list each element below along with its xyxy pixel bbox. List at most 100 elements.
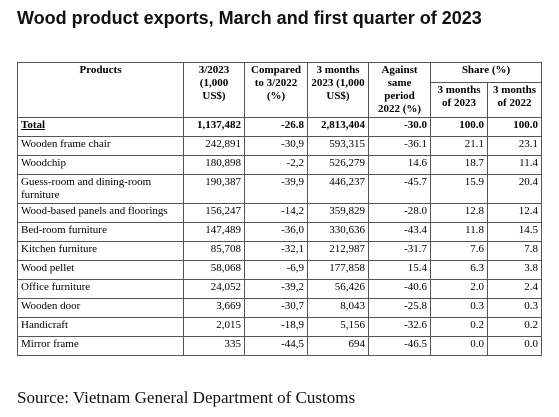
value-cell: 2,015 xyxy=(183,317,245,337)
value-cell: 21.1 xyxy=(430,136,488,156)
value-cell: 5,156 xyxy=(307,317,369,337)
value-cell: 0.0 xyxy=(486,336,543,356)
value-cell: 526,279 xyxy=(307,155,369,175)
product-cell: Bed-room furniture xyxy=(17,222,184,242)
value-cell: 0.2 xyxy=(430,317,488,337)
value-cell: 15.9 xyxy=(430,174,488,204)
value-cell: 20.4 xyxy=(486,174,543,204)
value-cell: -31.7 xyxy=(368,241,431,261)
value-cell: 15.4 xyxy=(368,260,431,280)
product-cell: Woodchip xyxy=(17,155,184,175)
table-row: Mirror frame 335 -44,5 694 -46.5 0.0 0.0 xyxy=(17,336,543,356)
value-cell: 177,858 xyxy=(307,260,369,280)
value-cell: -14,2 xyxy=(244,203,308,223)
value-cell: 593,315 xyxy=(307,136,369,156)
title: Wood product exports, March and first qu… xyxy=(17,8,482,28)
value-cell: 11.4 xyxy=(486,155,543,175)
value-cell: -28.0 xyxy=(368,203,431,223)
table-row: Total 1,137,482 -26.8 2,813,404 -30.0 100.0 10… xyxy=(17,117,543,137)
value-cell: -40.6 xyxy=(368,279,431,299)
value-cell: 156,247 xyxy=(183,203,245,223)
value-cell: 6.3 xyxy=(430,260,488,280)
value-cell: 190,387 xyxy=(183,174,245,204)
value-cell: 58,068 xyxy=(183,260,245,280)
value-cell: 85,708 xyxy=(183,241,245,261)
value-cell: 0.3 xyxy=(430,298,488,318)
header-row: Products 3/2023 (1,000 US$) Compared to 3/… xyxy=(17,62,543,118)
table-body: Total 1,137,482 -26.8 2,813,404 -30.0 100.0 10… xyxy=(17,117,543,356)
value-cell: -32.6 xyxy=(368,317,431,337)
product-cell: Office furniture xyxy=(17,279,184,299)
value-cell: 18.7 xyxy=(430,155,488,175)
header-cell: Products xyxy=(17,62,184,118)
value-cell: -39,2 xyxy=(244,279,308,299)
value-cell: -39,9 xyxy=(244,174,308,204)
value-cell: 0.2 xyxy=(486,317,543,337)
value-cell: -30,7 xyxy=(244,298,308,318)
value-cell: 212,987 xyxy=(307,241,369,261)
table-row: Wood pellet 58,068 -6,9 177,858 15.4 6.3 3.8 xyxy=(17,260,543,280)
header-cell: 3 months of 2023 xyxy=(430,81,488,119)
product-cell: Wood-based panels and floorings xyxy=(17,203,184,223)
value-cell: 24,052 xyxy=(183,279,245,299)
value-cell: 147,489 xyxy=(183,222,245,242)
table-row: Handicraft 2,015 -18,9 5,156 -32.6 0.2 0.2 xyxy=(17,317,543,337)
value-cell: -30.0 xyxy=(368,117,431,137)
value-cell: -26.8 xyxy=(244,117,308,137)
value-cell: 335 xyxy=(183,336,245,356)
value-cell: 446,237 xyxy=(307,174,369,204)
value-cell: 694 xyxy=(307,336,369,356)
value-cell: 7.6 xyxy=(430,241,488,261)
value-cell: -2,2 xyxy=(244,155,308,175)
value-cell: 7.8 xyxy=(486,241,543,261)
product-cell: Wood pellet xyxy=(17,260,184,280)
value-cell: -43.4 xyxy=(368,222,431,242)
value-cell: 3,669 xyxy=(183,298,245,318)
value-cell: 23.1 xyxy=(486,136,543,156)
table-row: Bed-room furniture 147,489 -36,0 330,636 -43… xyxy=(17,222,543,242)
value-cell: 14.6 xyxy=(368,155,431,175)
value-cell: 2.4 xyxy=(486,279,543,299)
product-cell: Wooden door xyxy=(17,298,184,318)
table-header: Products 3/2023 (1,000 US$) Compared to 3/… xyxy=(17,62,543,119)
value-cell: 1,137,482 xyxy=(183,117,245,137)
value-cell: -45.7 xyxy=(368,174,431,204)
value-cell: -46.5 xyxy=(368,336,431,356)
table-row: Wooden frame chair 242,891 -30,9 593,315 -36… xyxy=(17,136,543,156)
table-row: Office furniture 24,052 -39,2 56,426 -40.6 2.… xyxy=(17,279,543,299)
value-cell: -30,9 xyxy=(244,136,308,156)
value-cell: -36,0 xyxy=(244,222,308,242)
table-row: Guess-room and dining-room furniture 190,… xyxy=(17,174,543,204)
value-cell: 12.8 xyxy=(430,203,488,223)
product-cell: Guess-room and dining-room furniture xyxy=(17,174,184,204)
header-row: 3 months of 2023 3 months of 2022 xyxy=(18,81,543,119)
header-cell: 3/2023 (1,000 US$) xyxy=(183,62,245,118)
table-row: Woodchip 180,898 -2,2 526,279 14.6 18.7 11.4 xyxy=(17,155,543,175)
value-cell: 180,898 xyxy=(183,155,245,175)
table: Products 3/2023 (1,000 US$) Compared to 3/… xyxy=(17,62,543,356)
header-cell: 3 months 2023 (1,000 US$) xyxy=(307,62,369,118)
value-cell: 242,891 xyxy=(183,136,245,156)
header-cell: Against same period 2022 (%) xyxy=(368,62,431,118)
value-cell: -18,9 xyxy=(244,317,308,337)
header-cell: 3 months of 2022 xyxy=(486,81,543,119)
value-cell: 2,813,404 xyxy=(307,117,369,137)
value-cell: 2.0 xyxy=(430,279,488,299)
table-row: Wood-based panels and floorings 156,247 -1… xyxy=(17,203,543,223)
product-cell: Handicraft xyxy=(17,317,184,337)
source: Source: Vietnam General Department of Cu… xyxy=(17,388,356,407)
value-cell: 0.0 xyxy=(430,336,488,356)
product-cell: Kitchen furniture xyxy=(17,241,184,261)
product-cell: Total xyxy=(17,117,184,137)
value-cell: 0.3 xyxy=(486,298,543,318)
value-cell: -44,5 xyxy=(244,336,308,356)
value-cell: -36.1 xyxy=(368,136,431,156)
header-cell: Compared to 3/2022 (%) xyxy=(244,62,308,118)
value-cell: 56,426 xyxy=(307,279,369,299)
value-cell: 330,636 xyxy=(307,222,369,242)
value-cell: 3.8 xyxy=(486,260,543,280)
value-cell: 12.4 xyxy=(486,203,543,223)
value-cell: -6,9 xyxy=(244,260,308,280)
value-cell: 359,829 xyxy=(307,203,369,223)
product-cell: Mirror frame xyxy=(17,336,184,356)
